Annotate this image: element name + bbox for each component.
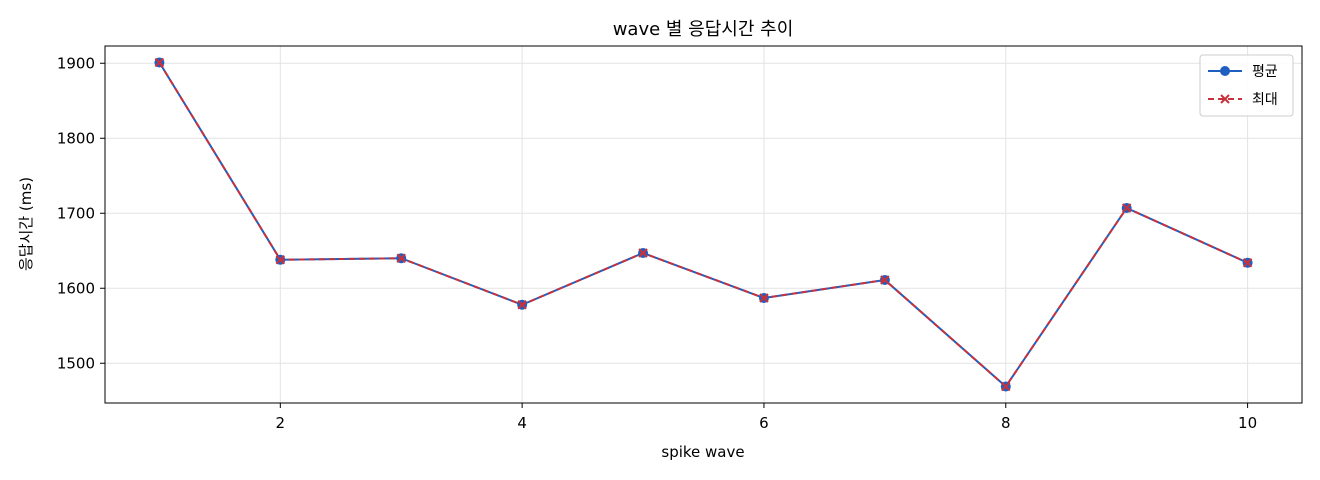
chart-title: wave 별 응답시간 추이 — [613, 19, 794, 40]
y-tick-label: 1500 — [57, 354, 95, 372]
y-tick-label: 1800 — [57, 129, 95, 147]
series-line-2 — [158, 61, 1249, 388]
series-2-point — [759, 293, 769, 303]
series-2-point — [880, 275, 890, 285]
x-axis-label: spike wave — [661, 443, 744, 461]
y-axis: 1500 1600 1700 1800 1900 — [57, 54, 105, 372]
series-2-point — [1001, 381, 1011, 392]
y-tick-label: 1700 — [57, 204, 95, 222]
x-axis: 2 4 6 8 10 — [276, 403, 1257, 432]
x-tick-label: 10 — [1238, 414, 1257, 432]
plot-frame — [104, 45, 1303, 404]
y-axis-label: 응답시간 (ms) — [17, 177, 35, 271]
x-tick-label: 8 — [1001, 414, 1011, 432]
grid — [105, 46, 1302, 403]
series-2-point — [1121, 203, 1132, 213]
series-layer — [154, 57, 1253, 392]
x-tick-label: 2 — [276, 414, 286, 432]
series-line-1 — [158, 61, 1249, 388]
legend-label-mean: 평균 — [1252, 64, 1278, 80]
legend-box — [1199, 54, 1294, 117]
series-2-point — [396, 253, 406, 263]
y-tick-label: 1900 — [57, 54, 95, 72]
series-2-point — [154, 57, 165, 68]
legend-label-max: 최대 — [1252, 92, 1278, 108]
series-2-point — [275, 255, 286, 265]
series-2-point — [1242, 258, 1253, 268]
y-tick-label: 1600 — [57, 279, 95, 297]
series-2-point — [638, 248, 648, 258]
legend-marker-max — [1220, 94, 1230, 104]
legend: 평균 최대 — [1199, 54, 1294, 117]
x-tick-label: 4 — [517, 414, 527, 432]
legend-marker-mean — [1220, 66, 1230, 76]
x-tick-label: 6 — [759, 414, 769, 432]
series-2-point — [517, 300, 527, 310]
